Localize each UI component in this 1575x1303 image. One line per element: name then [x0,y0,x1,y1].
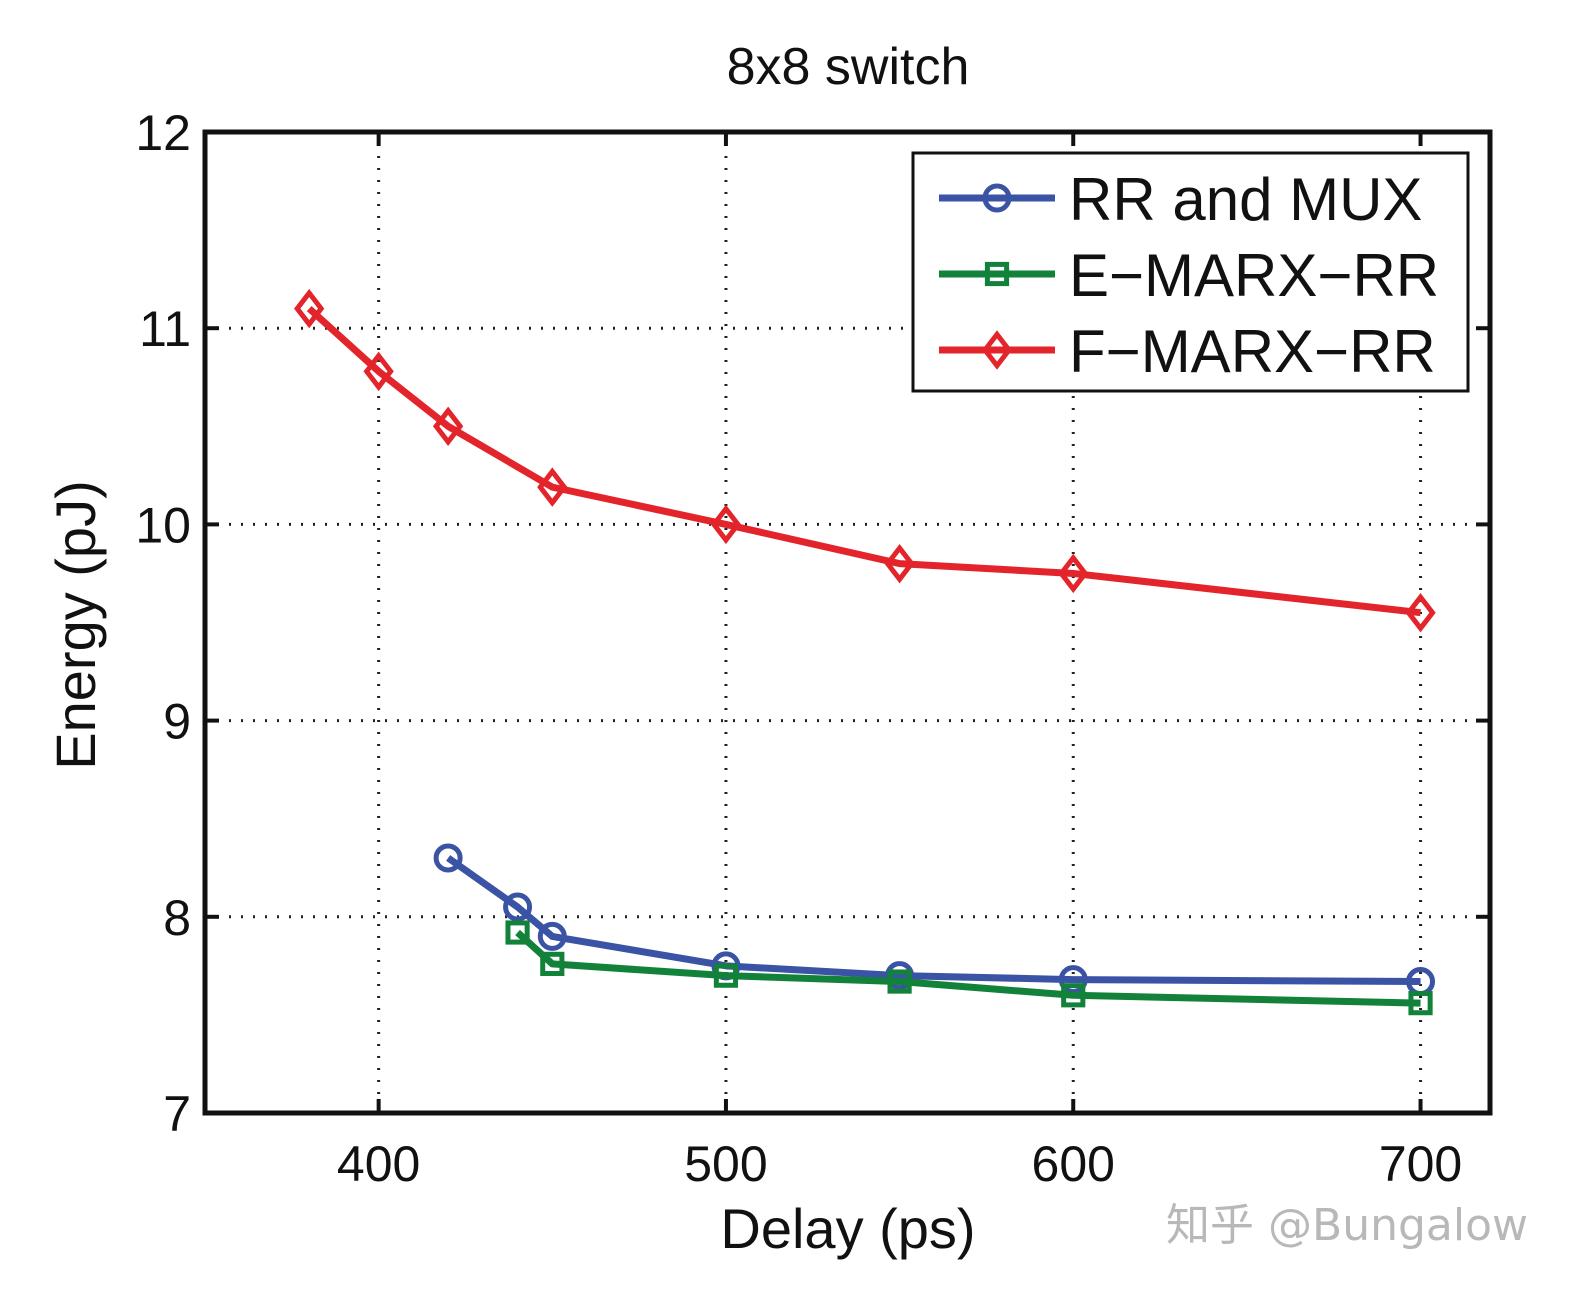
y-tick-label-8: 8 [163,890,191,946]
series-line-2 [306,305,1421,617]
data-point-1-3 [887,969,912,994]
plot-frame [202,129,1493,1116]
series-layer [294,288,1436,1016]
x-axis-label: Delay (ps) [720,1197,975,1260]
legend-marker-1 [984,261,1010,287]
data-point-1-2 [713,963,739,988]
ticks: 400 500 600 700 7 8 9 10 11 12 [135,105,1490,1192]
data-point-2-3 [537,467,568,507]
series-2 [294,288,1436,633]
x-tick-label-700: 700 [1379,1136,1462,1192]
x-tick-label-600: 600 [1032,1136,1115,1192]
data-point-0-1 [503,892,533,922]
data-point-2-4 [710,504,742,545]
y-tick-label-11: 11 [139,301,191,357]
data-point-1-4 [1061,983,1086,1008]
data-point-2-5 [884,543,915,584]
axes [202,129,1493,1116]
legend: RR and MUX E−MARX−RR F−MARX−RR [911,151,1470,393]
chart-title: 8x8 switch [727,38,970,96]
legend-marker-0 [982,183,1012,213]
data-point-0-0 [433,843,463,873]
series-line-1 [515,929,1421,1007]
x-tick-label-500: 500 [684,1136,767,1192]
data-point-2-0 [294,288,325,329]
data-point-2-7 [1405,592,1436,633]
data-point-2-6 [1058,553,1089,594]
legend-label-0: RR and MUX [1069,166,1422,233]
watermark: 知乎 @Bungalow [1166,1200,1528,1251]
data-point-2-1 [363,351,394,392]
legend-label-2: F−MARX−RR [1069,318,1436,385]
data-point-0-2 [537,921,567,951]
x-tick-label-400: 400 [337,1136,420,1192]
data-point-1-0 [505,920,530,945]
legend-label-1: E−MARX−RR [1069,242,1439,309]
legend-marker-2 [981,330,1013,370]
y-tick-label-10: 10 [135,497,191,553]
y-tick-label-7: 7 [163,1086,191,1142]
data-point-2-2 [432,406,464,447]
data-point-0-5 [1058,965,1088,995]
y-tick-label-9: 9 [163,694,191,750]
grid [205,132,1490,1113]
data-point-1-5 [1408,991,1433,1016]
y-axis-label: Energy (pJ) [44,480,107,769]
series-1 [505,920,1433,1016]
y-tick-label-12: 12 [135,105,191,161]
data-point-1-1 [540,951,565,976]
